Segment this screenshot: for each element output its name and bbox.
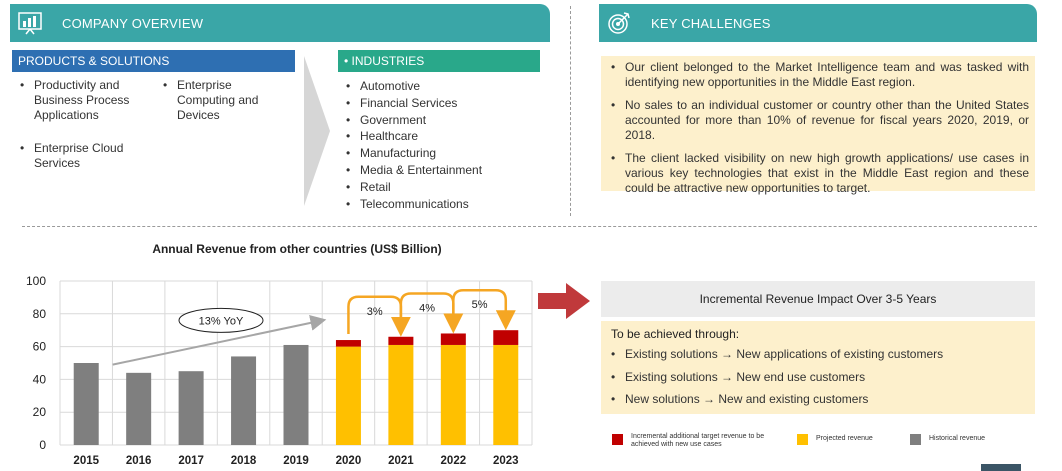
bar-historical bbox=[283, 344, 309, 445]
key-challenges-banner: KEY CHALLENGES bbox=[599, 4, 1037, 42]
bar-historical bbox=[231, 356, 257, 445]
y-tick-label: 20 bbox=[33, 405, 47, 419]
products-title: PRODUCTS & SOLUTIONS bbox=[18, 54, 170, 68]
list-item: New solutions → New and existing custome… bbox=[611, 392, 1025, 407]
x-tick-label: 2022 bbox=[441, 455, 467, 467]
list-item: Automotive bbox=[346, 78, 546, 95]
y-tick-label: 40 bbox=[33, 372, 47, 386]
company-overview-banner: COMPANY OVERVIEW bbox=[10, 4, 550, 42]
list-item: Our client belonged to the Market Intell… bbox=[611, 60, 1029, 90]
list-item: Productivity and Business Process Applic… bbox=[20, 78, 150, 123]
impact-title: Incremental Revenue Impact Over 3-5 Year… bbox=[601, 281, 1035, 317]
bar-historical bbox=[178, 371, 204, 445]
impact-title-text: Incremental Revenue Impact Over 3-5 Year… bbox=[699, 292, 937, 306]
legend-historical: Historical revenue bbox=[910, 433, 985, 445]
legend-projected: Projected revenue bbox=[797, 433, 873, 445]
x-tick-label: 2020 bbox=[336, 455, 362, 467]
x-tick-label: 2019 bbox=[283, 455, 309, 467]
y-tick-label: 100 bbox=[26, 274, 46, 288]
x-tick-label: 2016 bbox=[126, 455, 152, 467]
bar-incremental bbox=[493, 330, 519, 345]
legend-text-projected: Projected revenue bbox=[816, 435, 873, 442]
list-item: Media & Entertainment bbox=[346, 162, 546, 179]
bar-projected bbox=[493, 344, 519, 445]
y-tick-label: 0 bbox=[39, 438, 46, 452]
growth-arc bbox=[452, 288, 516, 331]
list-item: Telecommunications bbox=[346, 196, 546, 213]
list-item: Financial Services bbox=[346, 95, 546, 112]
list-item: Government bbox=[346, 112, 546, 129]
trend-label-ellipse bbox=[178, 307, 264, 333]
legend-text-historical: Historical revenue bbox=[929, 435, 986, 442]
key-challenges-title: KEY CHALLENGES bbox=[651, 15, 771, 31]
impact-box: To be achieved through: Existing solutio… bbox=[601, 321, 1035, 414]
vertical-divider bbox=[570, 6, 571, 216]
legend-text-incremental: Incremental additional target revenue to… bbox=[631, 433, 765, 448]
growth-label: 5% bbox=[472, 299, 488, 311]
target-icon bbox=[599, 4, 639, 42]
chevron-arrow-icon bbox=[304, 56, 330, 206]
y-tick-label: 60 bbox=[33, 340, 47, 354]
list-item: Enterprise Cloud Services bbox=[20, 141, 150, 171]
list-item: No sales to an individual customer or co… bbox=[611, 98, 1029, 143]
overview-icon bbox=[10, 4, 50, 42]
horizontal-divider bbox=[22, 226, 1037, 227]
bar-incremental bbox=[335, 340, 361, 347]
x-tick-label: 2023 bbox=[493, 455, 519, 467]
bar-incremental bbox=[440, 333, 466, 345]
list-item: Existing solutions → New applications of… bbox=[611, 347, 1025, 362]
impact-intro: To be achieved through: bbox=[611, 327, 740, 341]
list-item: Manufacturing bbox=[346, 145, 546, 162]
bar-projected bbox=[388, 344, 414, 445]
products-col1: Productivity and Business Process Applic… bbox=[20, 78, 150, 171]
trend-label: 13% YoY bbox=[199, 315, 244, 327]
list-item: Retail bbox=[346, 179, 546, 196]
x-tick-label: 2015 bbox=[73, 455, 99, 467]
legend-swatch-incremental bbox=[612, 434, 623, 445]
bar-projected bbox=[440, 344, 466, 445]
revenue-chart: Annual Revenue from other countries (US$… bbox=[26, 242, 533, 467]
company-overview-title: COMPANY OVERVIEW bbox=[62, 15, 204, 31]
x-tick-label: 2021 bbox=[388, 455, 414, 467]
list-item: Existing solutions → New end use custome… bbox=[611, 370, 1025, 385]
industries-header: • INDUSTRIES bbox=[338, 50, 540, 72]
legend-incremental: Incremental additional target revenue to… bbox=[612, 433, 782, 449]
trend-arrow bbox=[112, 315, 327, 366]
growth-label: 3% bbox=[367, 306, 383, 318]
chart-title: Annual Revenue from other countries (US$… bbox=[152, 242, 441, 256]
legend-swatch-projected bbox=[797, 434, 808, 445]
industries-title: • INDUSTRIES bbox=[344, 54, 425, 68]
bar-historical bbox=[73, 363, 99, 445]
challenges-box: Our client belonged to the Market Intell… bbox=[601, 56, 1035, 195]
list-item: The client lacked visibility on new high… bbox=[611, 151, 1029, 196]
x-tick-label: 2018 bbox=[231, 455, 257, 467]
legend-swatch-historical bbox=[910, 434, 921, 445]
products-header: PRODUCTS & SOLUTIONS bbox=[12, 50, 295, 72]
y-tick-label: 80 bbox=[33, 307, 47, 321]
x-tick-label: 2017 bbox=[178, 455, 204, 467]
bar-historical bbox=[126, 372, 152, 445]
list-item: Enterprise Computing and Devices bbox=[163, 78, 283, 123]
red-arrow-icon bbox=[538, 283, 590, 319]
bar-projected bbox=[335, 346, 361, 445]
corner-tab bbox=[981, 464, 1021, 471]
list-item: Healthcare bbox=[346, 128, 546, 145]
bar-incremental bbox=[388, 336, 414, 345]
industries-list: Automotive Financial Services Government… bbox=[346, 78, 546, 212]
growth-label: 4% bbox=[419, 302, 435, 314]
products-col2: Enterprise Computing and Devices bbox=[163, 78, 283, 123]
